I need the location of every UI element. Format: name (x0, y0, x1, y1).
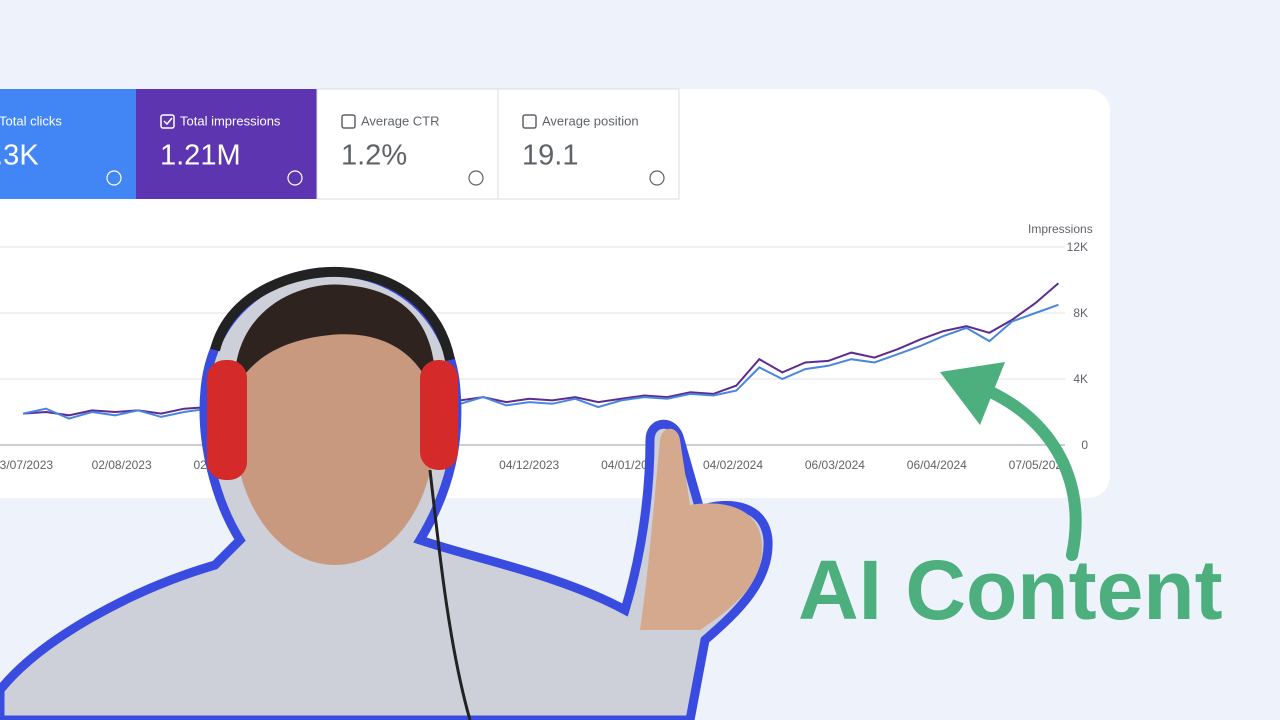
y2-tick-label: 0 (1081, 438, 1088, 452)
checkbox (341, 114, 356, 129)
x-tick-label: 04/02/2024 (703, 458, 763, 472)
headphone-right (420, 360, 458, 470)
metric-value: 1.2% (341, 140, 407, 172)
checkbox (160, 114, 175, 129)
checkmark (163, 117, 173, 126)
x-tick-label: 03/07/2023 (0, 458, 53, 472)
help-icon (649, 170, 665, 186)
y2-tick-label: 12K (1067, 240, 1088, 254)
y2-axis-label: Impressions (1028, 222, 1093, 236)
help-icon (106, 170, 122, 186)
metric-value: 4.3K (0, 140, 39, 172)
hand (640, 428, 763, 630)
metric-label: Average CTR (361, 113, 440, 128)
person (0, 266, 773, 720)
headphone-left (207, 360, 247, 480)
face (235, 295, 435, 565)
x-tick-label: 07/05/2024 (1009, 458, 1069, 472)
y2-tick-label: 4K (1073, 372, 1088, 386)
series-line (22, 303, 1059, 420)
x-tick-label: 06/03/2024 (805, 458, 865, 472)
metric-cards: Total clicks 4.3K Total impressions 1.21M Av… (0, 88, 680, 200)
series-line (22, 282, 1060, 417)
metric-card[interactable] (0, 89, 136, 199)
x-tick-label: 04/12/2023 (499, 458, 559, 472)
hair (234, 284, 436, 400)
metric-label: Total clicks (0, 113, 62, 128)
help-icon (287, 170, 303, 186)
metric-card[interactable] (136, 89, 317, 199)
checkbox (522, 114, 537, 129)
headphone-band (210, 266, 455, 362)
metric-label: Average position (542, 113, 639, 128)
metric-card[interactable] (497, 88, 680, 200)
arrow-head (940, 362, 1005, 425)
cable (428, 469, 472, 720)
metric-value: 1.21M (160, 140, 241, 172)
x-tick-label: 06/04/2024 (907, 458, 967, 472)
x-tick-label: 02/08/2023 (92, 458, 152, 472)
help-icon (468, 170, 484, 186)
annotation: AI Content (798, 543, 1223, 637)
metric-value: 19.1 (522, 140, 578, 172)
y2-tick-label: 8K (1073, 306, 1088, 320)
metric-card[interactable] (316, 88, 499, 200)
metric-label: Total impressions (180, 113, 281, 128)
